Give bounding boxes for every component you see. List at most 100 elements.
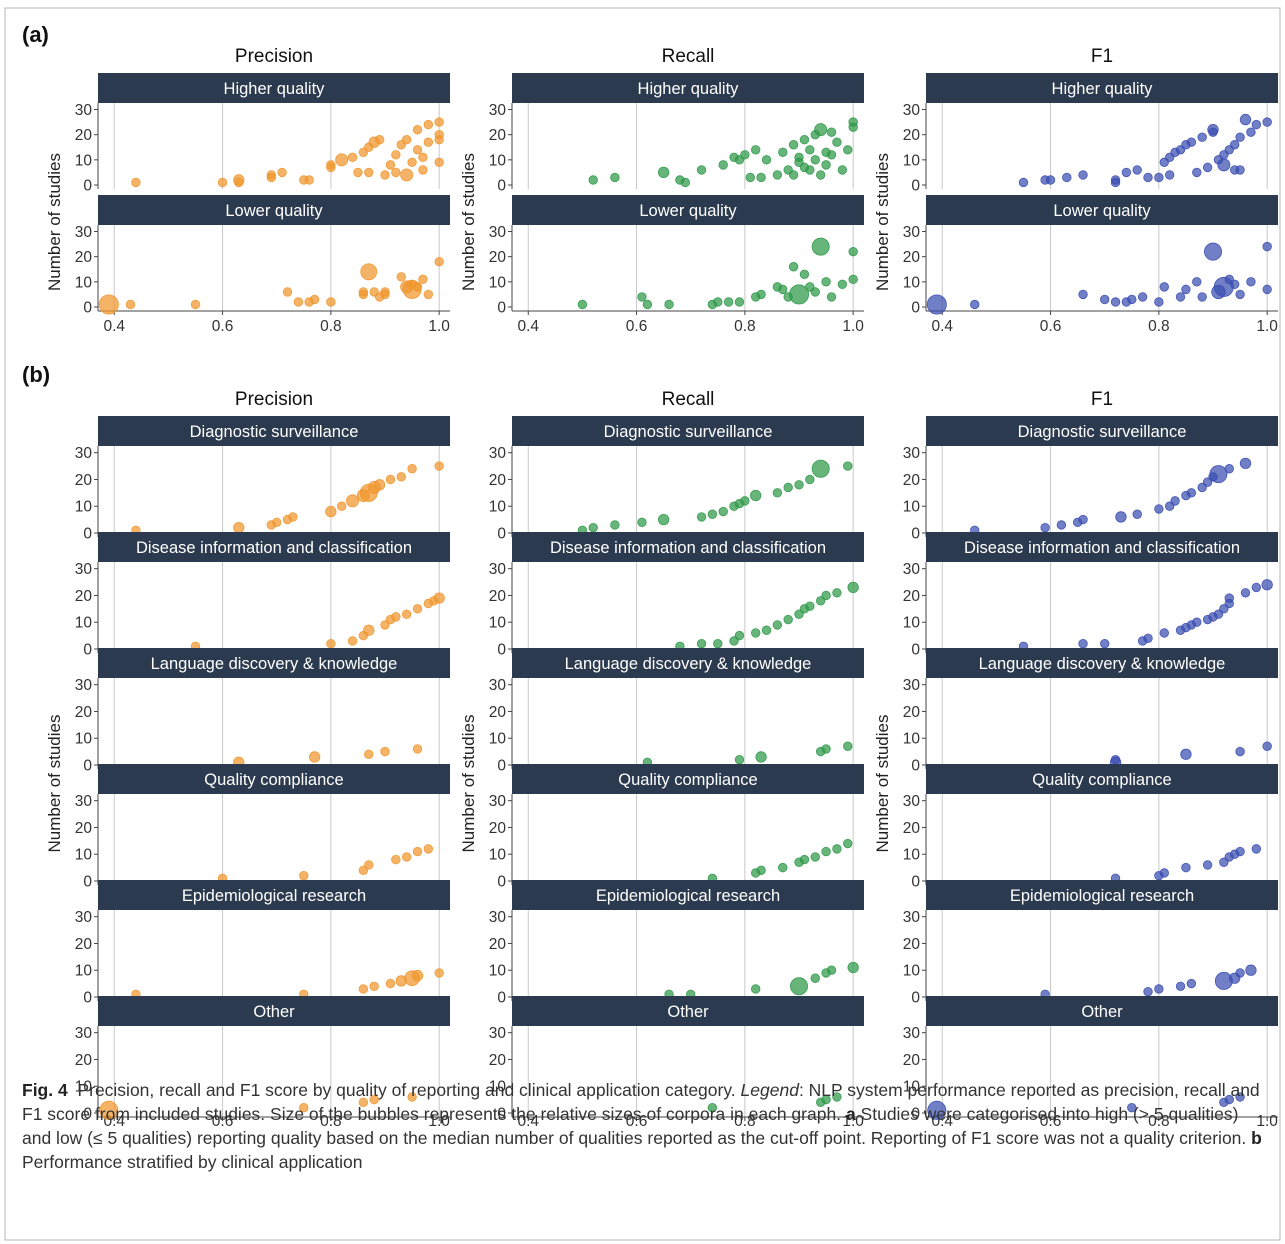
data-point <box>434 968 444 978</box>
facet-label-epidemiological-research: Epidemiological research <box>596 887 780 905</box>
data-point <box>1197 132 1207 142</box>
y-tick-label: 10 <box>75 1079 93 1096</box>
data-point <box>1235 289 1245 300</box>
data-point <box>396 272 406 282</box>
x-tick-label: 0.8 <box>1148 1113 1170 1130</box>
facet-strip <box>926 416 1278 446</box>
data-point <box>1127 1102 1137 1113</box>
x-tick-label: 0.8 <box>320 1113 342 1130</box>
facet-strip <box>98 880 450 910</box>
y-axis-title: Number of studies <box>459 153 478 291</box>
data-point <box>1100 294 1110 305</box>
data-point <box>826 292 837 302</box>
data-point <box>364 167 374 178</box>
facet-strip <box>926 532 1278 562</box>
data-point <box>391 854 401 865</box>
data-point <box>821 744 831 754</box>
y-tick-label: 0 <box>911 300 920 317</box>
data-point <box>369 981 379 991</box>
y-tick-label: 30 <box>489 677 507 694</box>
y-tick-label: 10 <box>489 847 507 864</box>
data-point <box>304 175 314 185</box>
facet-label-diagnostic-surveillance: Diagnostic surveillance <box>604 423 773 441</box>
data-point <box>385 160 396 170</box>
data-point <box>637 292 647 302</box>
facet-label-language-discovery-knowledge: Language discovery & knowledge <box>565 655 812 673</box>
data-point <box>346 494 360 508</box>
y-tick-label: 20 <box>903 249 921 266</box>
data-point <box>272 517 282 527</box>
data-point <box>970 299 980 310</box>
y-tick-label: 20 <box>489 936 507 953</box>
data-point <box>1159 628 1169 638</box>
data-point <box>99 1100 119 1120</box>
y-tick-label: 0 <box>497 990 506 1007</box>
data-point <box>1192 617 1202 627</box>
x-tick-label: 0.4 <box>103 318 125 335</box>
data-point <box>1040 522 1050 533</box>
y-tick-label: 0 <box>83 1106 92 1123</box>
data-point <box>1045 175 1056 185</box>
facet-label-language-discovery-knowledge: Language discovery & knowledge <box>979 655 1226 673</box>
y-tick-label: 10 <box>75 152 93 169</box>
y-axis-title: Number of studies <box>873 153 892 291</box>
y-tick-label: 0 <box>497 300 506 317</box>
data-point <box>810 287 820 297</box>
data-point <box>772 170 783 180</box>
data-point <box>1137 292 1148 302</box>
data-point <box>756 172 766 183</box>
y-tick-label: 0 <box>497 874 506 891</box>
y-tick-label: 10 <box>75 615 93 632</box>
caption-label: Fig. 4 <box>22 1080 68 1100</box>
y-tick-label: 20 <box>489 1052 507 1069</box>
data-point <box>696 512 707 522</box>
facet-label-epidemiological-research: Epidemiological research <box>1010 887 1194 905</box>
data-point <box>1239 457 1252 470</box>
metric-title: Precision <box>235 46 313 67</box>
facet-label-disease-information-and-classification: Disease information and classification <box>550 539 826 557</box>
y-tick-label: 20 <box>903 588 921 605</box>
data-point <box>1197 292 1207 302</box>
data-point <box>843 145 853 155</box>
facet-label-epidemiological-research: Epidemiological research <box>182 887 366 905</box>
y-tick-label: 20 <box>75 588 93 605</box>
data-point <box>363 624 375 636</box>
data-point <box>577 299 588 310</box>
data-point <box>308 751 321 763</box>
data-point <box>1262 117 1272 127</box>
data-point <box>696 638 707 649</box>
y-tick-label: 0 <box>83 874 92 891</box>
y-tick-label: 20 <box>903 127 921 144</box>
x-tick-label: 0.8 <box>734 318 756 335</box>
data-point <box>385 474 396 485</box>
data-point <box>1186 137 1197 147</box>
facet-strip <box>98 73 450 103</box>
data-point <box>1078 638 1088 649</box>
y-tick-label: 10 <box>489 499 507 516</box>
data-point <box>373 479 386 491</box>
data-point <box>407 1092 417 1102</box>
facet-label-quality-compliance: Quality compliance <box>1032 771 1171 789</box>
x-tick-label: 0.8 <box>734 1113 756 1130</box>
facet-label-disease-information-and-classification: Disease information and classification <box>964 539 1240 557</box>
y-tick-label: 20 <box>903 704 921 721</box>
data-point <box>1175 981 1186 991</box>
data-point <box>848 122 858 132</box>
data-point <box>821 277 831 287</box>
data-point <box>401 135 412 145</box>
data-point <box>288 512 298 522</box>
data-point <box>418 152 428 163</box>
y-tick-label: 20 <box>489 127 507 144</box>
caption-legend-label: Legend <box>740 1080 799 1100</box>
y-tick-label: 0 <box>497 642 506 659</box>
y-tick-label: 20 <box>75 127 93 144</box>
y-tick-label: 10 <box>489 615 507 632</box>
y-tick-label: 30 <box>489 561 507 578</box>
data-point <box>1100 638 1110 649</box>
data-point <box>412 124 423 135</box>
data-point <box>1192 277 1202 287</box>
facet-strip <box>512 73 864 103</box>
data-point <box>1235 846 1245 857</box>
data-point <box>761 155 772 165</box>
data-point <box>1175 292 1186 302</box>
